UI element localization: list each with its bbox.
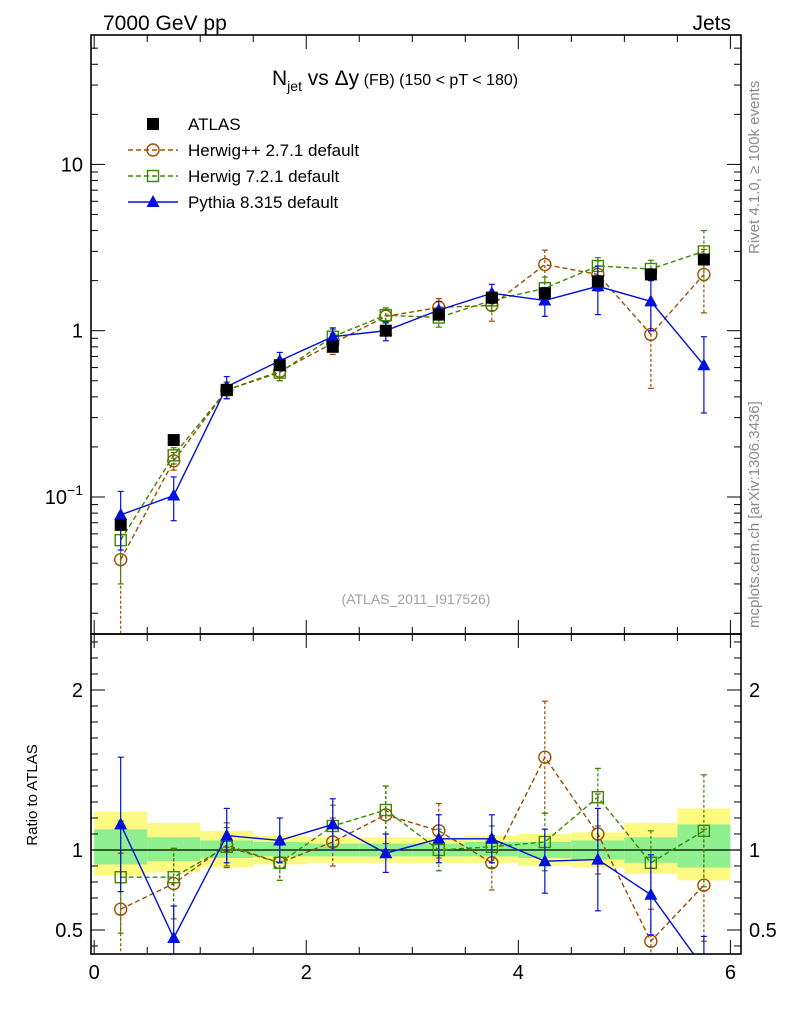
legend-marker — [146, 195, 160, 207]
main-data-point — [538, 293, 552, 306]
main-data-point — [538, 287, 551, 300]
rivet-version-label: Rivet 4.1.0, ≥ 100k events — [746, 81, 763, 254]
title-pt-range: (150 < pT < 180) — [395, 72, 518, 89]
ratio-data-point — [538, 750, 552, 764]
ratio-data-point — [538, 854, 552, 867]
ratio-y-tick-label-left: 0.5 — [55, 920, 83, 942]
ratio-data-point — [220, 828, 234, 841]
legend-marker — [147, 118, 159, 130]
main-data-point — [697, 358, 711, 371]
main-series-herwig-7-2-1-default — [114, 229, 711, 585]
title-variable: vs Δy — [302, 67, 360, 90]
x-tick-label: 2 — [301, 962, 312, 984]
ratio-panel-frame — [90, 633, 742, 955]
main-data-point — [644, 294, 658, 307]
main-data-point — [591, 275, 604, 288]
header-energy-label: 7000 GeV pp — [103, 12, 227, 35]
legend-marker — [146, 169, 160, 183]
x-tick-label: 6 — [725, 962, 736, 984]
ratio-data-point — [326, 817, 340, 830]
ratio-data-point — [591, 791, 605, 804]
ratio-data-point — [379, 803, 392, 817]
legend-item: Pythia 8.315 default — [128, 193, 339, 212]
main-data-point — [114, 507, 128, 520]
legend-label: ATLAS — [188, 115, 241, 134]
main-data-point — [644, 268, 657, 281]
ratio-y-tick-label-left: 1 — [72, 840, 83, 862]
main-data-point — [167, 488, 181, 501]
legend-label: Herwig 7.2.1 default — [188, 167, 339, 186]
main-series-line — [120, 285, 705, 516]
ratio-y-tick-label-left: 2 — [72, 680, 83, 702]
legend-item: ATLAS — [147, 115, 241, 134]
main-data-point — [697, 253, 710, 266]
ratio-data-point — [167, 931, 181, 943]
y-tick-base: 10 — [45, 487, 67, 509]
main-y-tick-label: 10 — [61, 154, 83, 176]
ratio-data-point — [432, 831, 446, 844]
main-data-point — [326, 329, 340, 342]
header-process-label: Jets — [692, 12, 731, 35]
mcplots-label: mcplots.cern.ch [arXiv:1306.3436] — [746, 401, 763, 628]
ratio-data-point — [485, 831, 499, 844]
title-fb: (FB) — [359, 72, 395, 89]
ratio-data-point — [273, 833, 287, 846]
main-data-point — [379, 324, 392, 337]
legend-label: Herwig++ 2.7.1 default — [188, 141, 359, 160]
main-series-atlas — [114, 253, 710, 531]
ratio-data-point — [114, 817, 128, 830]
ratio-data-point — [644, 887, 658, 900]
ratio-data-point — [697, 824, 711, 837]
y-tick-exponent: −1 — [67, 482, 83, 498]
main-data-point — [273, 359, 286, 372]
ratio-y-tick-label-right: 0.5 — [749, 920, 777, 942]
x-tick-label: 0 — [89, 962, 100, 984]
y-tick-base: 10 — [61, 154, 83, 176]
title-main: N — [272, 67, 287, 90]
main-series-line — [120, 250, 705, 541]
main-series-pythia-8-315-default — [114, 265, 711, 551]
main-data-point — [326, 340, 339, 353]
ratio-series-line — [120, 796, 705, 878]
ratio-series-pythia-8-315-default — [114, 756, 710, 973]
main-data-point — [167, 434, 180, 447]
plot-title: Njet vs Δy (FB) (150 < pT < 180) — [272, 67, 518, 94]
main-data-point — [114, 518, 127, 531]
legend-item: Herwig 7.2.1 default — [128, 167, 339, 186]
legend-marker — [146, 143, 160, 157]
x-tick-label: 4 — [513, 962, 524, 984]
ratio-axis-label: Ratio to ATLAS — [24, 744, 41, 845]
main-y-tick-label: 10−1 — [45, 482, 83, 509]
ratio-panel: 2 2 1 1 0.5 0.5 0 2 4 6 — [55, 633, 777, 984]
main-data-point — [538, 257, 552, 272]
ratio-data-point — [591, 852, 605, 865]
main-data-point — [432, 308, 445, 321]
main-data-point — [485, 291, 498, 304]
main-y-tick-label: 1 — [72, 321, 83, 343]
legend: ATLAS Herwig++ 2.7.1 default Herwig 7.2.1 … — [128, 115, 359, 212]
ratio-series-line — [120, 823, 695, 954]
main-data-point — [379, 308, 392, 322]
main-data-point — [167, 449, 180, 462]
title-subscript: jet — [286, 78, 302, 94]
ratio-data-point — [379, 846, 393, 859]
legend-label: Pythia 8.315 default — [188, 193, 339, 212]
y-tick-base: 1 — [72, 321, 83, 343]
ratio-y-tick-label-right: 1 — [749, 840, 760, 862]
legend-item: Herwig++ 2.7.1 default — [128, 141, 359, 160]
ratio-y-tick-label-right: 2 — [749, 680, 760, 702]
ratio-data-point — [697, 878, 711, 892]
main-data-point — [220, 383, 233, 396]
ratio-data-point — [167, 871, 180, 884]
ratio-data-point — [697, 961, 710, 973]
analysis-id-label: (ATLAS_2011_I917526) — [342, 591, 491, 607]
